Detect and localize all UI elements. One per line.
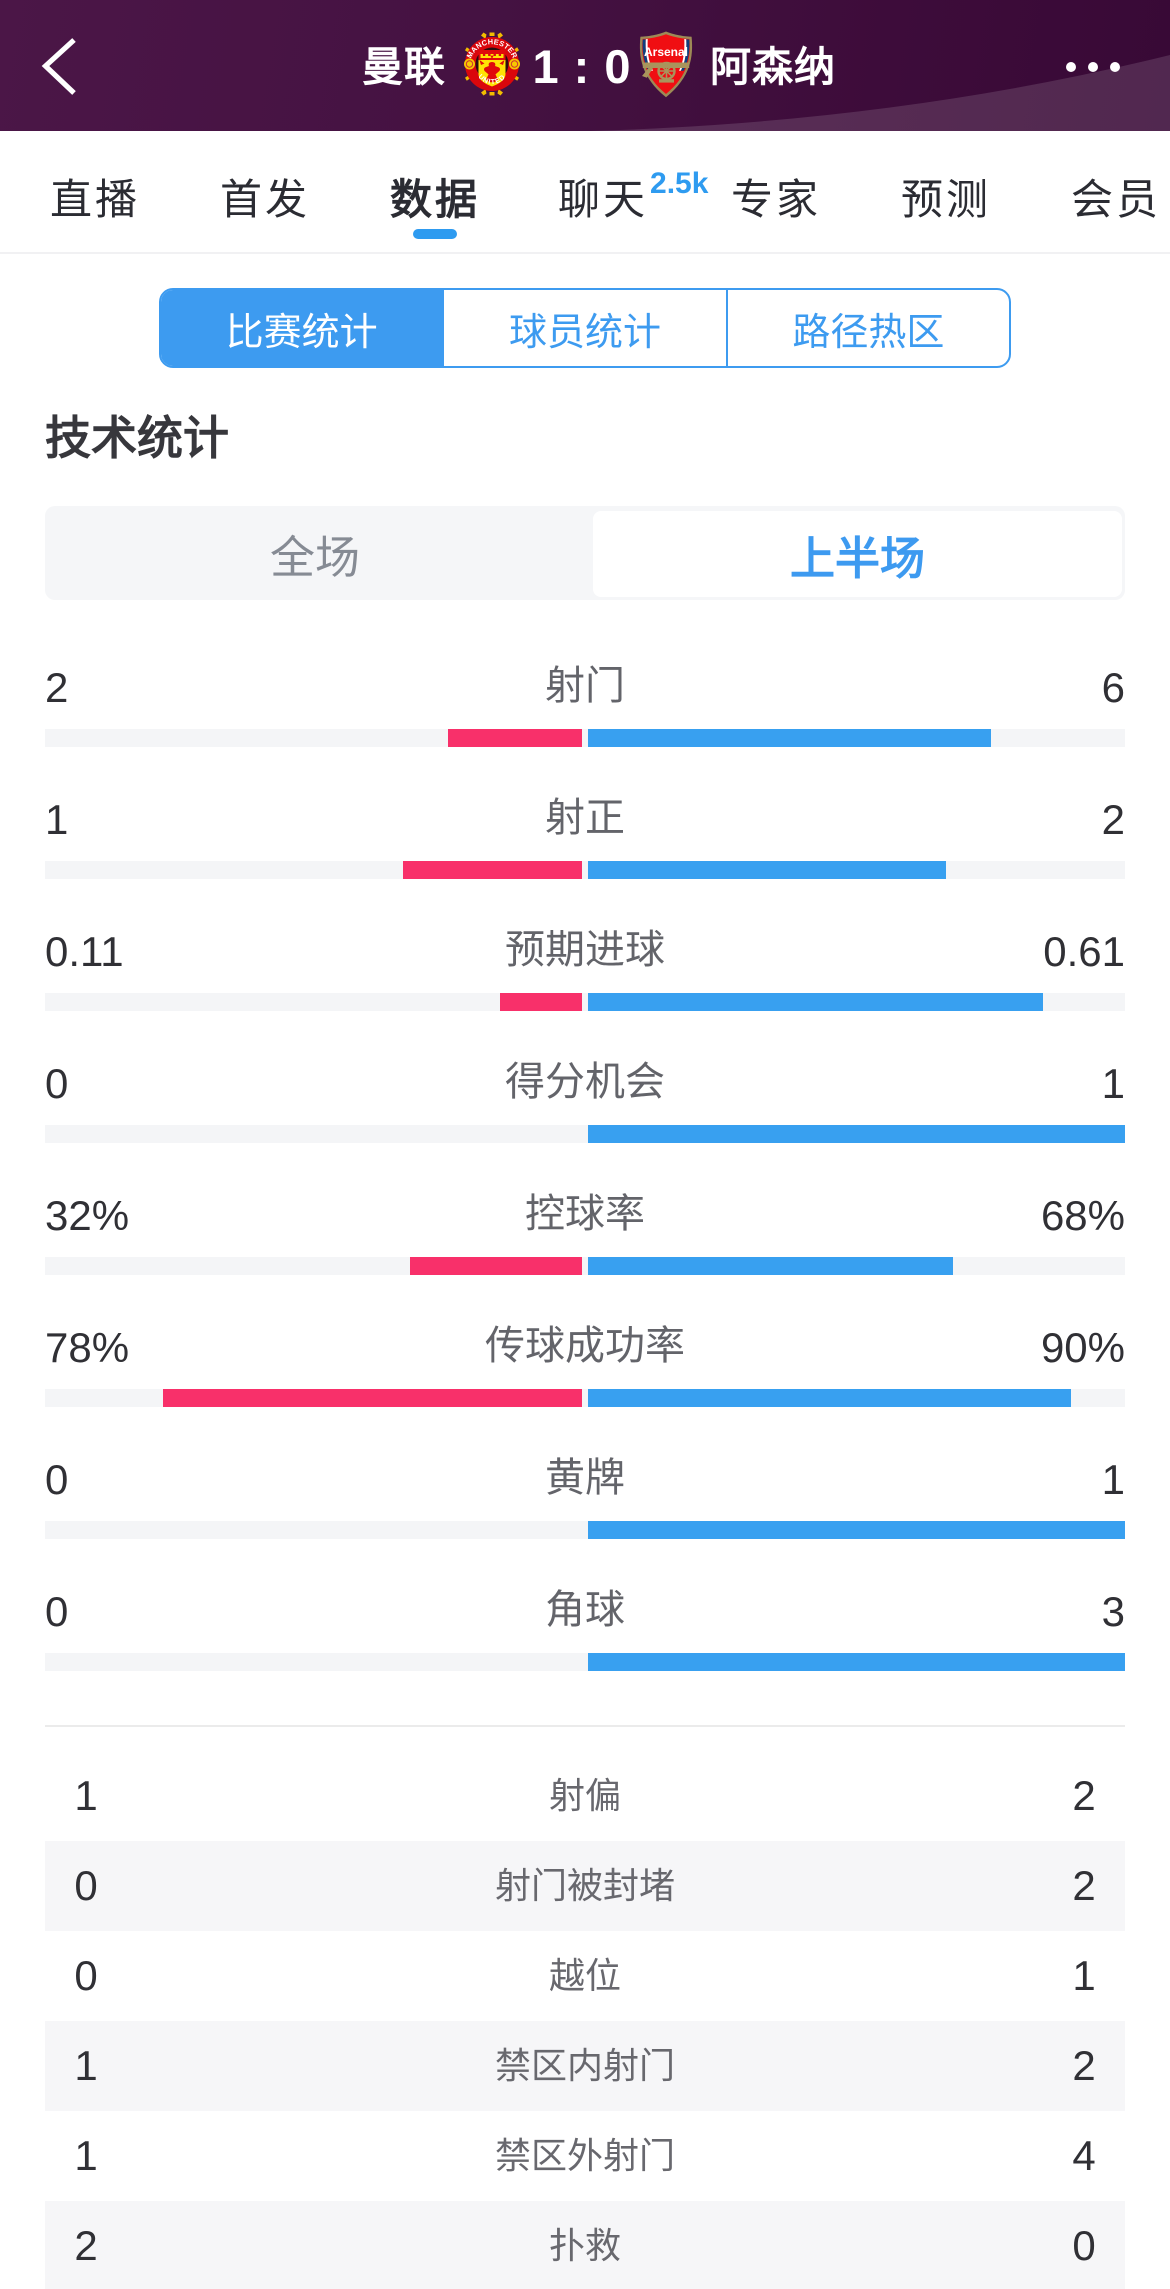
svg-text:Arsenal: Arsenal	[644, 45, 688, 59]
